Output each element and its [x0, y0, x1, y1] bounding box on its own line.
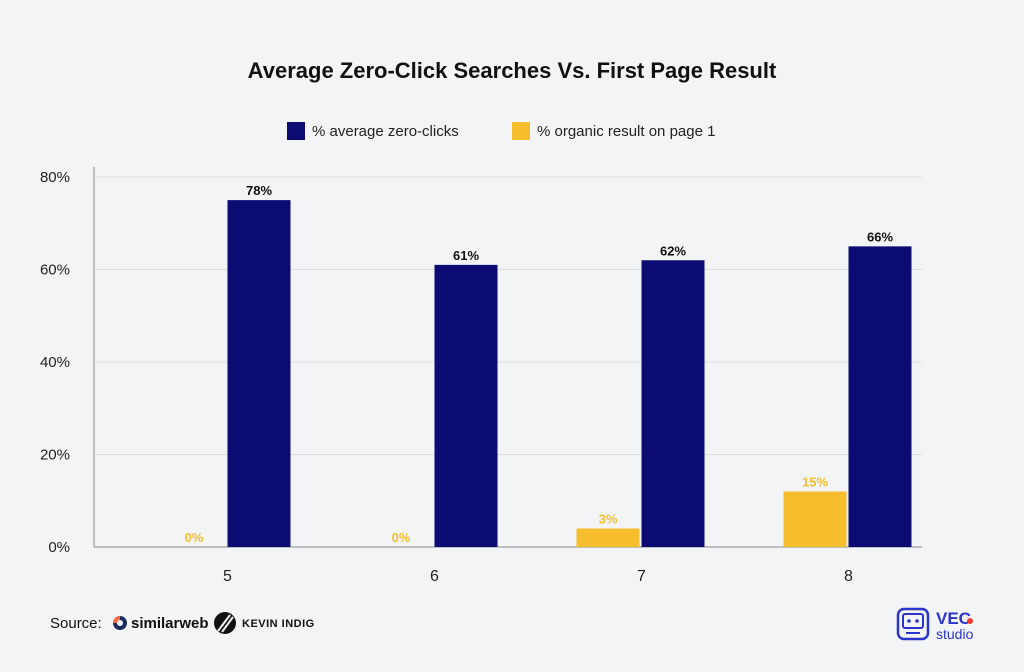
data-label-zero-clicks: 78% [246, 183, 272, 198]
legend-label-organic: % organic result on page 1 [537, 123, 715, 140]
kevin-indig-brand: KEVIN INDIG [242, 618, 315, 630]
bars: 0% 78% 0% 61% 3% 62% 15% 66% [185, 183, 912, 547]
bar-zero-clicks [434, 264, 498, 547]
data-label-organic: 3% [599, 512, 618, 527]
y-tick-label: 20% [40, 447, 70, 464]
vec-studio-robot-icon [896, 607, 930, 641]
bar-zero-clicks [848, 246, 912, 547]
kevin-indig-logo-icon [214, 612, 236, 634]
source-label: Source: [50, 615, 102, 632]
bar-organic [783, 491, 847, 547]
y-tick-label: 40% [40, 354, 70, 371]
data-label-zero-clicks: 66% [867, 229, 893, 244]
y-axis: 0% 20% 40% 60% 80% [40, 167, 95, 556]
data-label-zero-clicks: 61% [453, 248, 479, 263]
data-label-organic: 0% [185, 530, 204, 545]
y-tick-label: 0% [48, 539, 70, 556]
bar-organic [576, 528, 640, 547]
data-label-organic: 15% [802, 475, 828, 490]
studio-brand: studio [936, 626, 974, 642]
chart-title: Average Zero-Click Searches Vs. First Pa… [248, 58, 777, 83]
x-tick-label: 6 [430, 568, 439, 585]
legend-swatch-zero-clicks [287, 122, 305, 140]
bar-zero-clicks [641, 260, 705, 547]
vec-brand: VEC [936, 609, 971, 628]
legend-label-zero-clicks: % average zero-clicks [312, 123, 459, 140]
data-label-organic: 0% [392, 530, 411, 545]
bar-zero-clicks [227, 200, 291, 547]
x-tick-label: 8 [844, 568, 853, 585]
similarweb-brand: similarweb [131, 615, 209, 632]
y-tick-label: 80% [40, 169, 70, 186]
x-axis: 5 6 7 8 [223, 568, 853, 585]
similarweb-logo-icon [113, 616, 127, 630]
x-tick-label: 5 [223, 568, 232, 585]
x-tick-label: 7 [637, 568, 646, 585]
legend-swatch-organic [512, 122, 530, 140]
vec-dot [967, 618, 973, 624]
data-label-zero-clicks: 62% [660, 243, 686, 258]
legend: % average zero-clicks % organic result on… [287, 122, 715, 140]
y-tick-label: 60% [40, 262, 70, 279]
